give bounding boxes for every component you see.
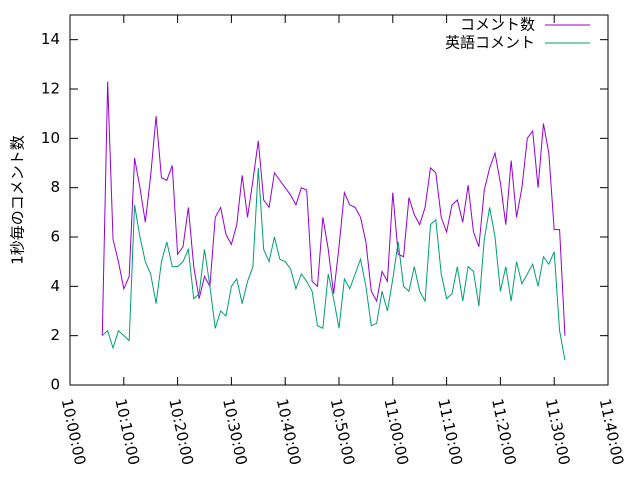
x-tick-label: 11:00:00 xyxy=(380,397,412,467)
legend-label: コメント数 xyxy=(460,16,535,34)
line-series xyxy=(101,167,566,361)
x-tick-label: 10:30:00 xyxy=(219,397,251,467)
y-tick-label: 12 xyxy=(41,80,60,98)
x-tick-label: 11:40:00 xyxy=(596,397,628,467)
x-tick-label: 10:00:00 xyxy=(58,397,90,467)
y-tick-label: 6 xyxy=(50,228,60,246)
legend-label: 英語コメント xyxy=(445,34,535,52)
x-tick-label: 11:10:00 xyxy=(434,397,466,467)
y-axis-label: 1秒毎のコメント数 xyxy=(9,135,27,265)
y-tick-label: 2 xyxy=(50,326,60,344)
y-tick-label: 14 xyxy=(41,30,60,48)
x-tick-label: 10:20:00 xyxy=(165,397,197,467)
x-tick-label: 10:50:00 xyxy=(327,397,359,467)
y-tick-label: 8 xyxy=(50,178,60,196)
x-tick-label: 11:30:00 xyxy=(542,397,574,467)
y-tick-label: 10 xyxy=(41,129,60,147)
x-tick-label: 11:20:00 xyxy=(488,397,520,467)
y-tick-label: 0 xyxy=(50,376,60,394)
plot-border xyxy=(69,14,609,386)
y-tick-label: 4 xyxy=(50,277,60,295)
x-tick-label: 10:40:00 xyxy=(273,397,305,467)
line-series xyxy=(101,81,566,336)
x-tick-label: 10:10:00 xyxy=(111,397,143,467)
